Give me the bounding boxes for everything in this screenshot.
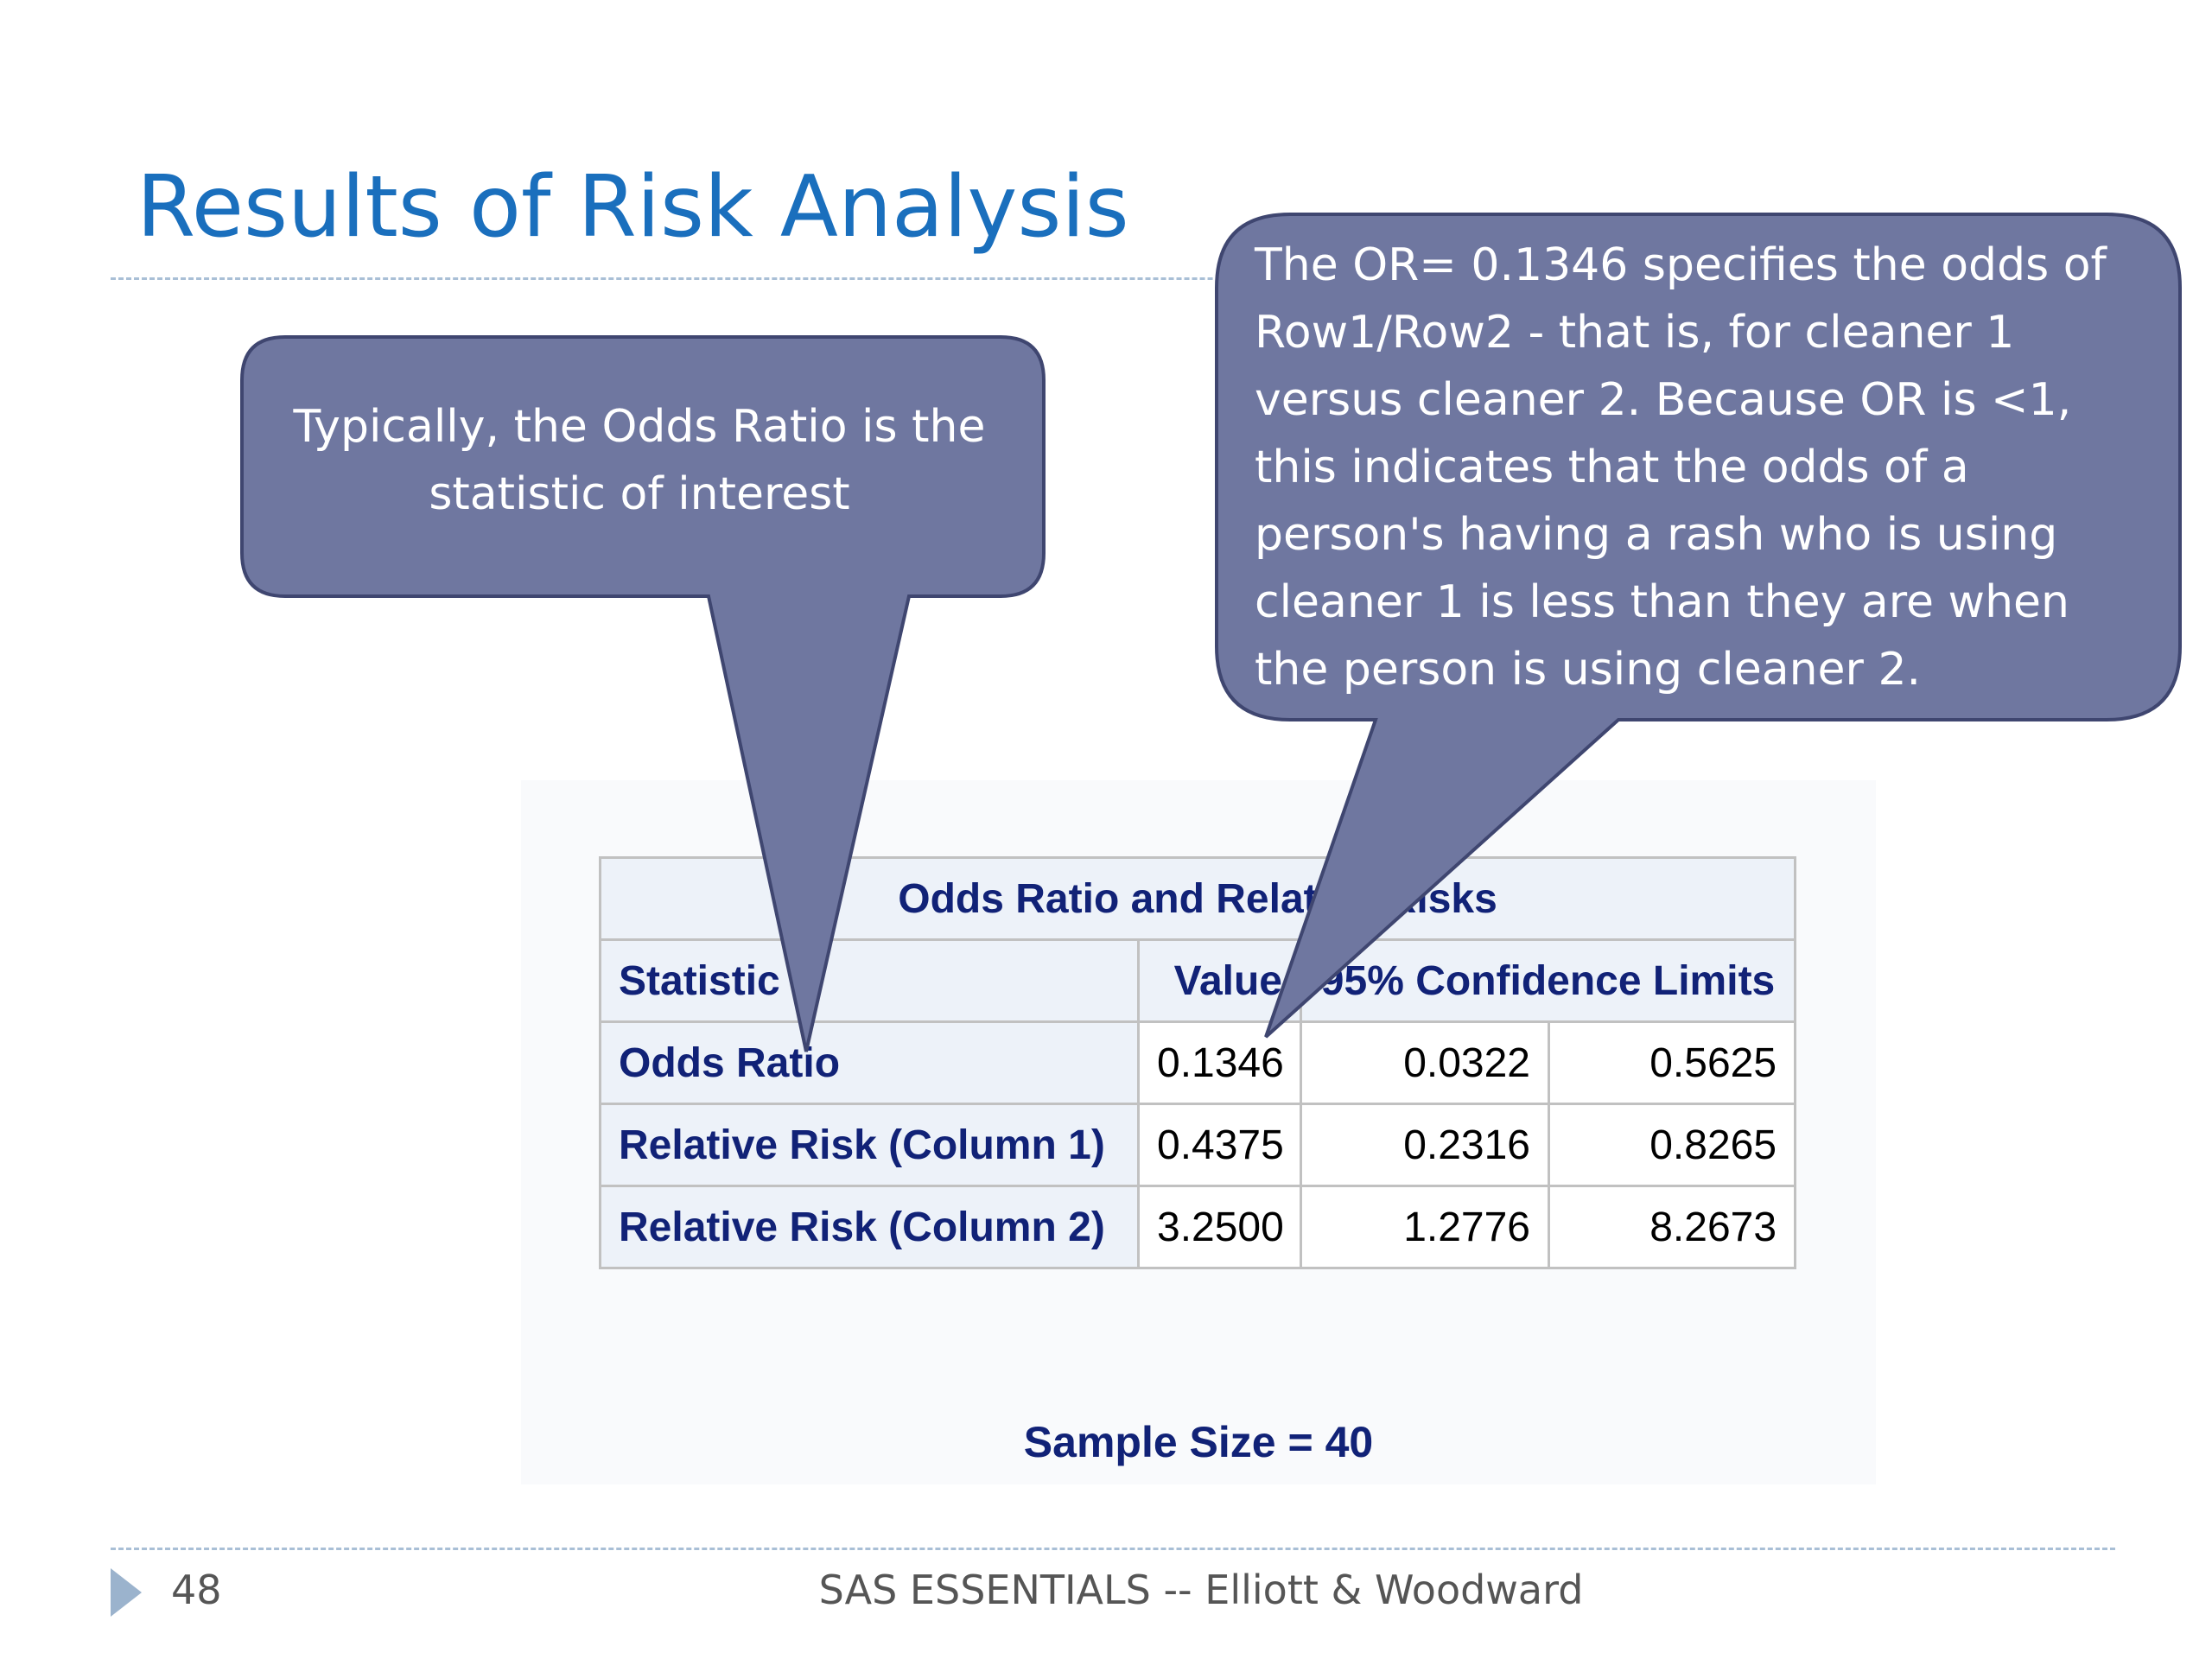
table-caption-row: Odds Ratio and Relative Risks <box>598 856 1797 941</box>
row-upper-limit: 0.8265 <box>1547 1103 1797 1187</box>
table-row: Relative Risk (Column 2) 3.2500 1.2776 8… <box>599 1185 1797 1269</box>
row-value: 0.1346 <box>1137 1020 1302 1105</box>
slide-title: Results of Risk Analysis <box>137 158 1129 257</box>
header-value: Value <box>1137 938 1302 1023</box>
page-number: 48 <box>171 1567 222 1613</box>
table-row: Odds Ratio 0.1346 0.0322 0.5625 <box>599 1020 1797 1105</box>
row-statistic: Odds Ratio <box>599 1020 1140 1105</box>
footer-divider <box>111 1548 2115 1550</box>
row-value: 0.4375 <box>1137 1103 1302 1187</box>
play-arrow-icon <box>111 1568 142 1617</box>
row-lower-limit: 1.2776 <box>1300 1185 1550 1269</box>
odds-ratio-table: Odds Ratio and Relative Risks Statistic … <box>598 856 1797 1269</box>
header-statistic: Statistic <box>599 938 1140 1023</box>
row-statistic: Relative Risk (Column 2) <box>599 1185 1140 1269</box>
header-confidence-limits: 95% Confidence Limits <box>1299 938 1797 1023</box>
table-caption: Odds Ratio and Relative Risks <box>598 856 1797 941</box>
title-divider <box>111 277 2115 280</box>
row-upper-limit: 8.2673 <box>1547 1185 1797 1269</box>
row-upper-limit: 0.5625 <box>1547 1020 1797 1105</box>
table-header-row: Statistic Value 95% Confidence Limits <box>599 938 1797 1023</box>
row-lower-limit: 0.2316 <box>1300 1103 1550 1187</box>
callout-right-text: The OR= 0.1346 specifies the odds of Row… <box>1255 239 2107 696</box>
row-statistic: Relative Risk (Column 1) <box>599 1103 1140 1187</box>
row-value: 3.2500 <box>1137 1185 1302 1269</box>
table-row: Relative Risk (Column 1) 0.4375 0.2316 0… <box>599 1103 1797 1187</box>
callout-left-text: Typically, the Odds Ratio is the statist… <box>293 401 986 520</box>
footer-text: SAS ESSENTIALS -- Elliott & Woodward <box>818 1567 1584 1613</box>
row-lower-limit: 0.0322 <box>1300 1020 1550 1105</box>
sample-size-label: Sample Size = 40 <box>1023 1418 1374 1466</box>
